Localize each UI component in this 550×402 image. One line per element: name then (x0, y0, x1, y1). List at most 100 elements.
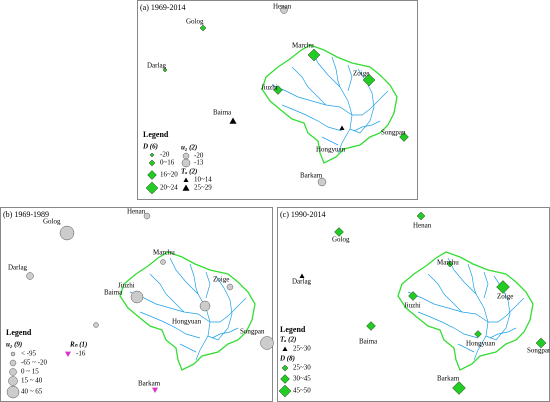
diamond-marker (446, 260, 454, 268)
circle-marker (280, 6, 288, 14)
triangle-marker (339, 125, 345, 130)
triangle-marker (152, 387, 158, 393)
legend-item: -16 (76, 350, 86, 358)
station-label: Barkam (300, 172, 323, 180)
legend-item: 25~30 (293, 345, 311, 353)
station-label: Zoige (213, 276, 229, 284)
station-label: Barkam (138, 380, 161, 388)
diamond-marker (408, 291, 418, 301)
station-label: Songpan (240, 328, 265, 336)
legend-item: < -95 (21, 350, 37, 358)
diamond-marker (145, 181, 159, 195)
station-label: Henan (413, 222, 432, 230)
station-label: Jiuzhi (118, 282, 135, 290)
station-label: Zoige (497, 293, 513, 301)
legend-group-title: u₂ (2) (181, 144, 197, 152)
legend-group-title: D (6) (142, 143, 158, 151)
station-label: Baima (359, 338, 378, 346)
diamond-marker (147, 170, 157, 180)
legend-group-title: Tₐ (2) (280, 336, 296, 344)
legend-title: Legend (143, 130, 169, 139)
legend-group-title: u₂ (9) (6, 341, 22, 349)
panel-title: (a) 1969-2014 (140, 3, 186, 12)
circle-marker (10, 351, 16, 357)
circle-marker (181, 158, 191, 168)
station-label: Barkam (437, 375, 460, 383)
station-label: Darlag (8, 264, 28, 272)
legend-item: -13 (194, 159, 204, 167)
station-label: Songpan (381, 129, 406, 137)
station-label: Darlag (147, 62, 167, 70)
legend-group-title: Rₙ (1) (69, 341, 87, 349)
legend-item: 0~16 (160, 159, 175, 167)
legend-title: Legend (6, 328, 32, 337)
legend-item: 15 ~ 40 (21, 377, 43, 385)
legend-item: 20~24 (160, 184, 178, 192)
panel-title: (c) 1990-2014 (280, 210, 326, 219)
legend-group-title: D (8) (279, 355, 295, 363)
station-label: Henan (273, 3, 292, 11)
diamond-marker (399, 132, 409, 142)
station-label: Zoige (353, 70, 369, 78)
diamond-marker (199, 24, 207, 32)
station-label: Songpan (527, 347, 550, 355)
circle-marker (6, 385, 20, 399)
diamond-marker (496, 280, 510, 294)
circle-marker (8, 376, 18, 386)
circle-marker (59, 225, 75, 241)
station-label: Golog (186, 18, 204, 26)
station-label: Hongyuan (316, 146, 346, 154)
legend-group-title: Tₐ (2) (181, 168, 197, 176)
legend-item: -65 ~ -20 (21, 359, 47, 367)
station-label: Hongyuan (172, 318, 202, 326)
circle-marker (160, 259, 166, 265)
station-label: Jiuzhi (404, 302, 421, 310)
legend-item: 40 ~ 65 (21, 388, 43, 396)
circle-marker (317, 177, 327, 187)
diamond-marker (280, 374, 290, 384)
circle-marker (182, 152, 190, 160)
diamond-marker (535, 337, 547, 349)
legend-item: 25~29 (194, 184, 212, 192)
circle-marker (143, 212, 151, 220)
diamond-marker (273, 85, 283, 95)
station-label: Baima (213, 109, 232, 117)
station-label: Henan (127, 208, 146, 216)
diamond-marker (452, 381, 466, 395)
station-label: Marchu (153, 249, 175, 257)
diamond-marker (162, 67, 168, 73)
triangle-marker (182, 184, 190, 191)
legend-item: -20 (160, 151, 170, 159)
triangle-marker (299, 273, 305, 278)
triangle-marker (183, 177, 189, 182)
legend-item: 0 ~ 15 (21, 368, 39, 376)
circle-marker (26, 272, 34, 280)
station-label: Golog (332, 236, 350, 244)
legend-item: -20 (194, 152, 204, 160)
station-label: Jiuzhi (261, 84, 278, 92)
diamond-marker (366, 321, 376, 331)
diamond-marker (307, 48, 321, 62)
station-label: Marchu (292, 42, 314, 50)
diamond-marker (362, 73, 376, 87)
circle-marker (93, 322, 99, 328)
legend-item: 45~50 (293, 387, 311, 395)
station-label: Golog (43, 218, 61, 226)
station-label: Hongyuan (466, 340, 496, 348)
diamond-marker (416, 211, 426, 221)
legend-item: 16~20 (160, 171, 178, 179)
circle-marker (130, 290, 144, 304)
circle-marker (9, 359, 17, 367)
triangle-marker (65, 351, 71, 357)
legend-item: 10~14 (194, 176, 212, 184)
circle-marker (199, 300, 211, 312)
station-label: Darlag (292, 278, 312, 286)
triangle-marker (282, 346, 288, 351)
diamond-marker (148, 159, 156, 167)
circle-marker (260, 336, 274, 350)
triangle-marker (229, 117, 237, 124)
circle-marker (226, 283, 234, 291)
diamond-marker (334, 227, 344, 237)
panel-title: (b) 1969-1989 (3, 210, 49, 219)
